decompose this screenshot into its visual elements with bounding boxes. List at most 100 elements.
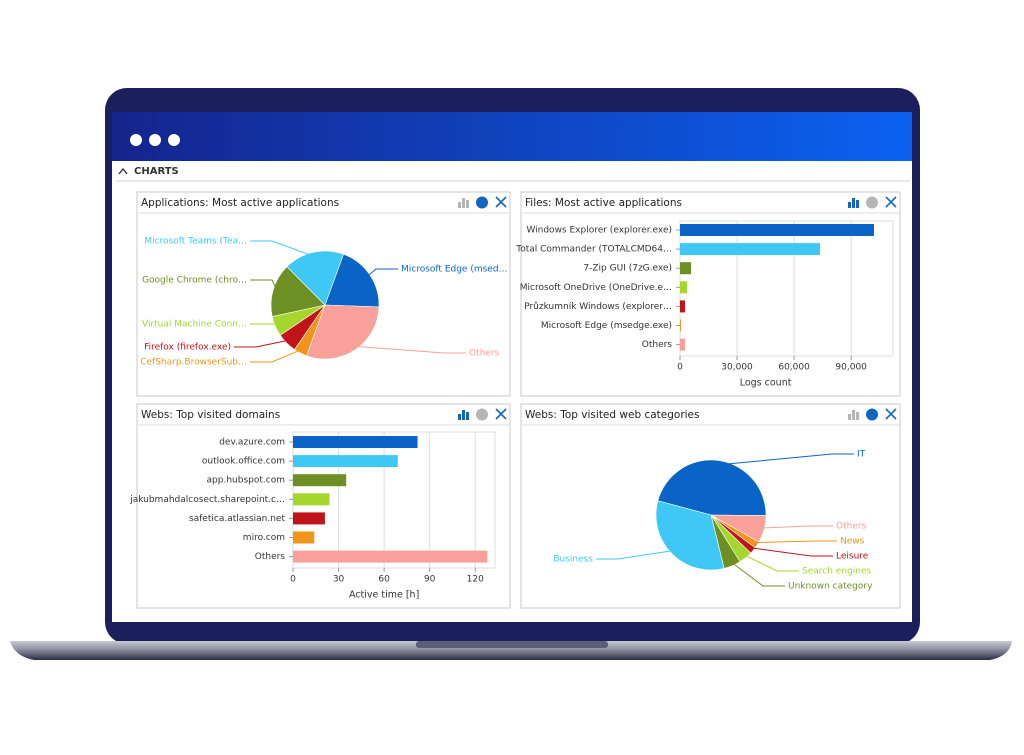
bar-view-icon[interactable]	[856, 412, 859, 420]
leader-line	[250, 240, 315, 257]
bar	[293, 512, 325, 525]
bar	[680, 243, 820, 256]
pie-view-icon[interactable]	[866, 408, 878, 421]
bar-view-icon[interactable]	[462, 410, 465, 420]
close-icon[interactable]	[885, 408, 897, 420]
bar	[293, 474, 347, 487]
leader-line	[250, 348, 303, 363]
x-tick-label: 0	[677, 363, 683, 373]
category-label: Microsoft Edge (msedge.exe)	[541, 321, 672, 331]
bar-view-icon[interactable]	[466, 200, 469, 208]
slice-label: CefSharp.BrowserSub…	[140, 358, 247, 368]
pie-slice	[306, 304, 380, 360]
bar	[293, 436, 418, 448]
leader-line	[753, 540, 837, 544]
chart-title: Files: Most active applications	[525, 197, 682, 209]
chart-panel	[136, 403, 511, 609]
collapse-icon[interactable]	[118, 167, 128, 175]
leader-line	[352, 345, 466, 354]
leader-line	[596, 549, 675, 560]
x-tick-label: 120	[467, 575, 484, 585]
bar-view-icon[interactable]	[848, 414, 851, 420]
close-icon[interactable]	[495, 196, 507, 208]
slice-label: Others	[836, 522, 867, 532]
x-tick-label: 60	[378, 575, 390, 585]
pie-slice	[657, 459, 767, 516]
bar	[293, 493, 330, 506]
category-label: dev.azure.com	[219, 438, 285, 448]
pie-view-icon[interactable]	[866, 196, 878, 209]
category-label: 7-Zip GUI (7zG.exe)	[583, 264, 672, 274]
leader-line	[365, 268, 398, 278]
category-label: Others	[255, 552, 286, 562]
slice-label: Leisure	[836, 552, 869, 562]
bar-view-icon[interactable]	[848, 202, 851, 208]
pie-view-icon[interactable]	[476, 196, 488, 209]
close-icon[interactable]	[495, 408, 507, 420]
category-label: jakubmahdalcosect.sharepoint.c…	[129, 495, 285, 505]
slice-label: IT	[857, 450, 866, 460]
chart-title: Webs: Top visited domains	[141, 409, 280, 421]
x-tick-label: 60,000	[778, 363, 810, 373]
bar-view-icon[interactable]	[856, 200, 859, 208]
slice-label: Others	[469, 349, 500, 359]
bar	[293, 531, 315, 544]
slice-label: News	[840, 537, 865, 547]
laptop-base	[10, 641, 1012, 660]
bar-view-icon[interactable]	[462, 198, 465, 208]
leader-line	[759, 525, 833, 529]
leader-line	[717, 453, 854, 466]
pie-slice	[286, 250, 344, 306]
category-label: outlook.office.com	[202, 457, 285, 467]
pie-view-icon[interactable]	[476, 408, 488, 421]
bar	[680, 300, 685, 313]
x-axis-label: Logs count	[740, 378, 792, 389]
category-label: miro.com	[243, 533, 285, 543]
x-axis-label: Active time [h]	[349, 590, 419, 601]
window-dot	[130, 134, 142, 146]
laptop-notch	[416, 641, 608, 648]
x-tick-label: 90,000	[835, 363, 867, 373]
slice-label: Google Chrome (chro…	[142, 276, 247, 286]
x-tick-label: 0	[290, 575, 296, 585]
window-dot	[149, 134, 161, 146]
x-tick-label: 90	[424, 575, 436, 585]
bar	[293, 455, 398, 468]
category-label: app.hubspot.com	[207, 476, 285, 486]
slice-label: Business	[553, 555, 593, 565]
bar	[680, 281, 688, 294]
leader-line	[250, 323, 280, 326]
leader-line	[250, 279, 278, 292]
slice-label: Microsoft Edge (msed…	[401, 265, 508, 275]
category-label: Windows Explorer (explorer.exe)	[526, 226, 672, 236]
slice-label: Firefox (firefox.exe)	[144, 343, 231, 353]
window-header	[112, 112, 912, 162]
category-label: Průzkumník Windows (explorer…	[524, 301, 672, 312]
bar	[680, 224, 874, 236]
chart-title: Webs: Top visited web categories	[525, 409, 699, 421]
leader-line	[234, 339, 290, 348]
bar-view-icon[interactable]	[458, 202, 461, 208]
leader-line	[742, 553, 799, 572]
bar	[680, 262, 692, 275]
category-label: Others	[642, 340, 673, 350]
bar-view-icon[interactable]	[466, 412, 469, 420]
close-icon[interactable]	[885, 196, 897, 208]
category-label: Microsoft OneDrive (OneDrive.e…	[520, 283, 672, 293]
bar	[680, 319, 681, 332]
category-label: safetica.atlassian.net	[189, 514, 286, 524]
chart-title: Applications: Most active applications	[141, 197, 339, 209]
pie-slice	[270, 266, 326, 317]
slice-label: Search engines	[802, 567, 871, 577]
section-title: CHARTS	[134, 166, 179, 177]
bar-view-icon[interactable]	[458, 414, 461, 420]
bar-view-icon[interactable]	[852, 198, 855, 208]
leader-line	[730, 561, 785, 587]
bar-view-icon[interactable]	[852, 410, 855, 420]
slice-label: Virtual Machine Conn…	[142, 320, 247, 330]
window-dot	[168, 134, 180, 146]
slice-label: Microsoft Teams (Tea…	[144, 237, 247, 247]
bar	[680, 338, 685, 351]
x-tick-label: 30,000	[721, 363, 753, 373]
x-tick-label: 30	[333, 575, 345, 585]
